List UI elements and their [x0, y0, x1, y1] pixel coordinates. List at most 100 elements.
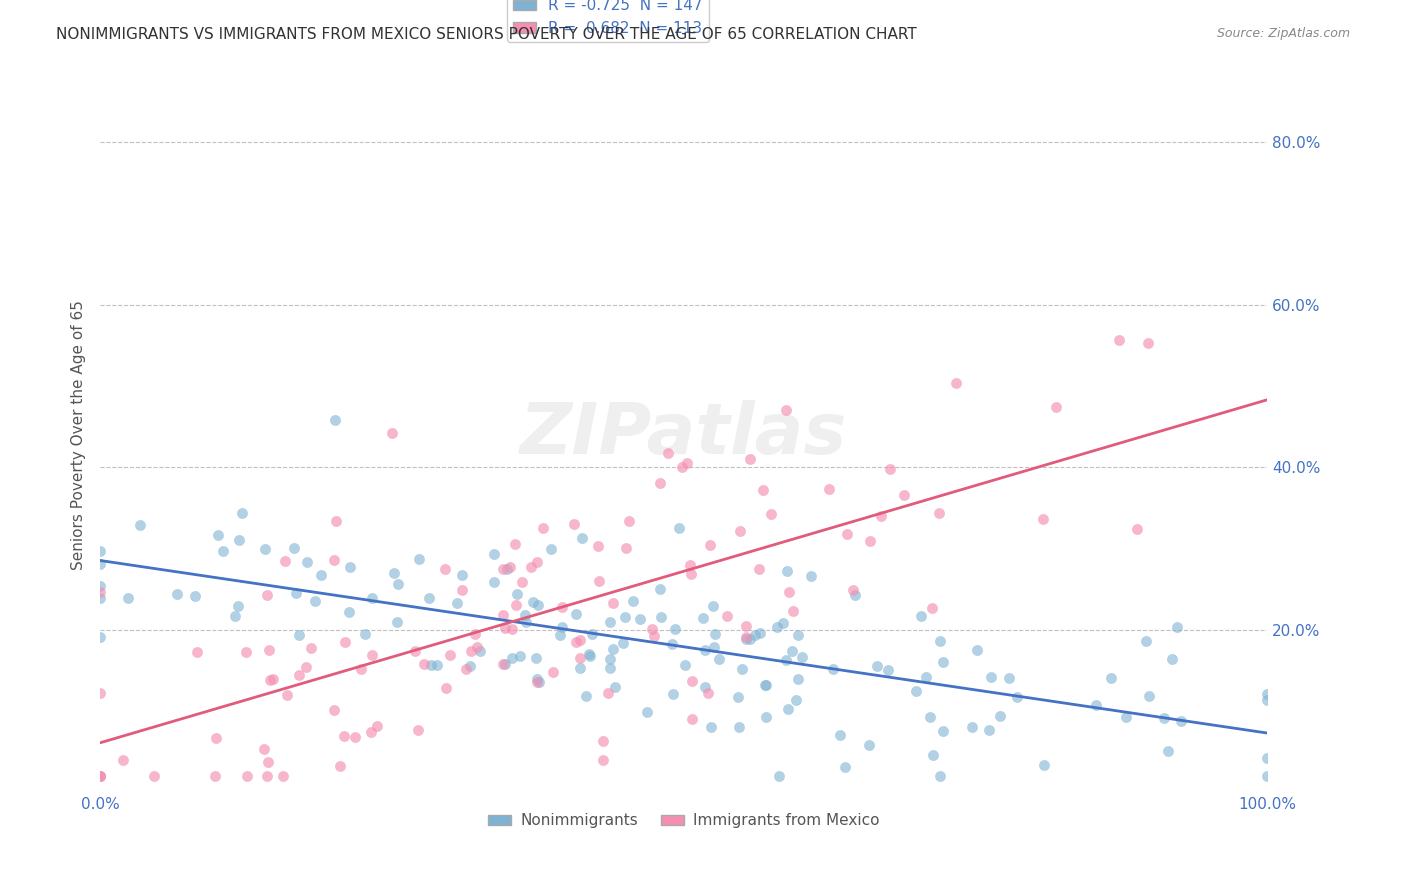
Point	[236, 769, 259, 783]
Point	[662, 687, 685, 701]
Point	[465, 640, 488, 655]
Point	[184, 590, 207, 604]
Point	[89, 544, 111, 558]
Point	[668, 520, 690, 534]
Point	[735, 619, 758, 633]
Point	[89, 591, 111, 605]
Point	[997, 671, 1019, 685]
Point	[834, 760, 856, 774]
Point	[980, 670, 1002, 684]
Point	[602, 596, 624, 610]
Point	[1032, 512, 1054, 526]
Point	[492, 657, 515, 671]
Point	[759, 507, 782, 521]
Point	[612, 635, 634, 649]
Point	[295, 660, 318, 674]
Point	[322, 553, 344, 567]
Point	[520, 560, 543, 574]
Point	[928, 506, 950, 520]
Point	[800, 569, 823, 583]
Point	[675, 456, 697, 470]
Point	[419, 657, 441, 672]
Point	[506, 587, 529, 601]
Point	[782, 604, 804, 618]
Point	[766, 619, 789, 633]
Point	[276, 688, 298, 702]
Point	[143, 769, 166, 783]
Legend: Nonimmigrants, Immigrants from Mexico: Nonimmigrants, Immigrants from Mexico	[482, 807, 886, 834]
Point	[262, 673, 284, 687]
Point	[1256, 751, 1278, 765]
Point	[775, 653, 797, 667]
Point	[636, 705, 658, 719]
Point	[211, 544, 233, 558]
Point	[920, 710, 942, 724]
Point	[426, 657, 449, 672]
Point	[439, 648, 461, 662]
Point	[1032, 758, 1054, 772]
Point	[564, 607, 586, 621]
Point	[408, 552, 430, 566]
Point	[524, 650, 547, 665]
Text: Source: ZipAtlas.com: Source: ZipAtlas.com	[1216, 27, 1350, 40]
Point	[89, 686, 111, 700]
Point	[910, 608, 932, 623]
Point	[673, 658, 696, 673]
Point	[749, 626, 772, 640]
Point	[778, 702, 800, 716]
Point	[650, 610, 672, 624]
Point	[681, 712, 703, 726]
Point	[835, 527, 858, 541]
Point	[526, 674, 548, 689]
Text: ZIPatlas: ZIPatlas	[520, 401, 848, 469]
Point	[879, 462, 901, 476]
Text: NONIMMIGRANTS VS IMMIGRANTS FROM MEXICO SENIORS POVERTY OVER THE AGE OF 65 CORRE: NONIMMIGRANTS VS IMMIGRANTS FROM MEXICO …	[56, 27, 917, 42]
Point	[503, 537, 526, 551]
Point	[768, 769, 790, 783]
Point	[679, 558, 702, 572]
Point	[512, 574, 534, 589]
Point	[256, 589, 278, 603]
Point	[224, 608, 246, 623]
Point	[418, 591, 440, 606]
Point	[89, 584, 111, 599]
Point	[304, 593, 326, 607]
Point	[501, 651, 523, 665]
Point	[360, 648, 382, 662]
Point	[360, 725, 382, 739]
Point	[734, 630, 756, 644]
Point	[966, 642, 988, 657]
Point	[988, 709, 1011, 723]
Point	[614, 541, 637, 556]
Point	[792, 650, 814, 665]
Point	[353, 627, 375, 641]
Point	[1161, 652, 1184, 666]
Point	[454, 662, 477, 676]
Point	[700, 720, 723, 734]
Point	[513, 607, 536, 622]
Point	[562, 516, 585, 531]
Point	[235, 645, 257, 659]
Point	[664, 622, 686, 636]
Point	[599, 652, 621, 666]
Point	[89, 769, 111, 783]
Point	[382, 566, 405, 580]
Point	[551, 600, 574, 615]
Point	[914, 670, 936, 684]
Point	[460, 643, 482, 657]
Point	[744, 628, 766, 642]
Point	[482, 547, 505, 561]
Point	[1126, 522, 1149, 536]
Point	[1084, 698, 1107, 712]
Point	[89, 557, 111, 571]
Point	[166, 587, 188, 601]
Point	[186, 645, 208, 659]
Point	[434, 681, 457, 695]
Point	[350, 662, 373, 676]
Point	[494, 657, 516, 672]
Point	[1256, 769, 1278, 783]
Point	[727, 690, 749, 704]
Point	[540, 542, 562, 557]
Point	[641, 622, 664, 636]
Point	[569, 661, 592, 675]
